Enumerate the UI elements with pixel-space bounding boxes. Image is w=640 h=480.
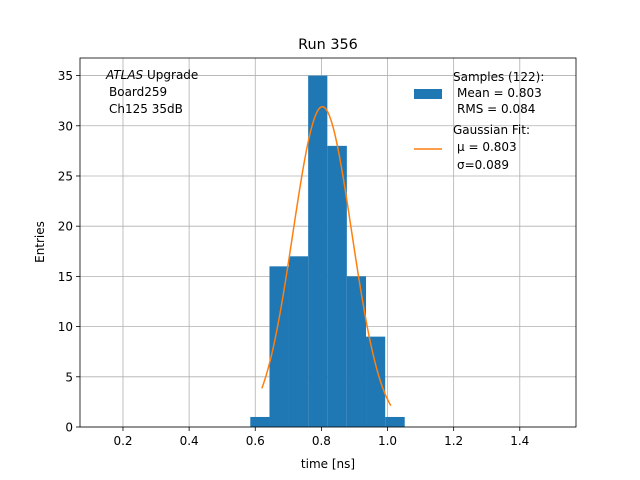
legend-fit-line-1: Gaussian Fit: — [453, 123, 530, 137]
y-tick-label: 5 — [65, 370, 73, 384]
x-tick-label: 0.6 — [246, 434, 265, 448]
histogram-bars — [250, 75, 405, 428]
histogram-bar — [288, 256, 309, 427]
histogram-bar — [327, 145, 347, 427]
legend-fit-line-2: μ = 0.803 — [457, 140, 517, 154]
y-tick-label: 10 — [58, 320, 73, 334]
legend: Samples (122): Mean = 0.803 RMS = 0.084 … — [414, 70, 544, 172]
x-tick-label: 0.4 — [180, 434, 199, 448]
y-tick-label: 15 — [58, 270, 73, 284]
legend-samples-line-3: RMS = 0.084 — [457, 102, 535, 116]
x-tick-label: 1.2 — [444, 434, 463, 448]
x-tick-label: 0.8 — [312, 434, 331, 448]
legend-samples-line-2: Mean = 0.803 — [457, 86, 542, 100]
atlas-annotation: ATLAS Upgrade Board259 Ch125 35dB — [105, 68, 198, 116]
annotation-board: Board259 — [109, 85, 167, 99]
y-tick-label: 35 — [58, 69, 73, 83]
y-tick-label: 30 — [58, 119, 73, 133]
annotation-channel: Ch125 35dB — [109, 102, 183, 116]
legend-samples-patch — [414, 89, 442, 99]
histogram-bar — [385, 416, 405, 427]
chart-title: Run 356 — [298, 37, 358, 53]
histogram-bar — [366, 336, 386, 427]
histogram-bar — [346, 276, 367, 427]
annotation-experiment-suffix: Upgrade — [143, 68, 198, 82]
y-tick-label: 20 — [58, 220, 73, 234]
histogram-bar — [250, 416, 270, 427]
plot-frame — [79, 57, 577, 428]
legend-samples-line-1: Samples (122): — [453, 70, 544, 84]
svg-text:ATLAS Upgrade: ATLAS Upgrade — [105, 68, 198, 82]
x-tick-label: 1.4 — [510, 434, 529, 448]
x-axis-label: time [ns] — [301, 457, 355, 471]
x-axis-ticks: 0.2 0.4 0.6 0.8 1.0 1.2 1.4 — [113, 427, 529, 448]
y-axis-label: Entries — [33, 221, 47, 263]
histogram-bar — [308, 75, 328, 428]
y-axis-ticks: 0 5 10 15 20 25 30 35 — [58, 69, 80, 435]
y-tick-label: 0 — [65, 421, 73, 435]
x-tick-label: 1.0 — [378, 434, 397, 448]
legend-fit-line-3: σ=0.089 — [457, 158, 509, 172]
annotation-experiment: ATLAS — [105, 68, 144, 82]
y-tick-label: 25 — [58, 169, 73, 183]
histogram-bar — [269, 266, 289, 427]
gaussian-fit-curve — [261, 105, 392, 406]
x-tick-label: 0.2 — [113, 434, 132, 448]
